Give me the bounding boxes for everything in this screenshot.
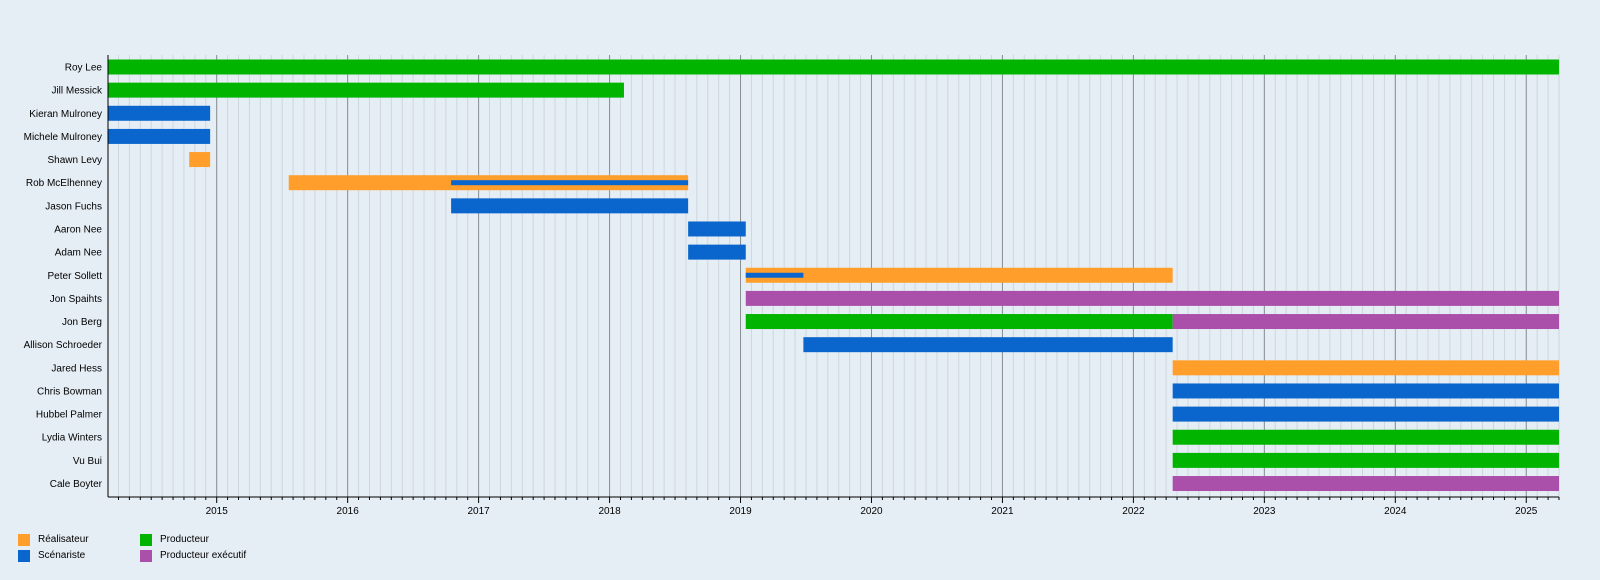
bar-exec [1172,476,1559,492]
year-tick-label: 2017 [467,506,490,517]
legend-swatch-director [18,534,30,546]
bar-writer-overlay [451,180,689,186]
person-label: Cale Boyter [50,479,103,490]
person-label: Jill Messick [51,86,103,97]
year-tick-label: 2018 [598,506,621,517]
bar-writer [108,105,211,121]
bar-director [1172,360,1559,376]
legend-swatch-writer [18,550,30,562]
bar-writer [108,128,211,144]
bar-director [189,152,211,168]
bar-producer [108,82,624,98]
bar-writer [688,244,746,260]
bar-producer [108,59,1559,75]
person-label: Chris Bowman [37,386,102,397]
year-tick-label: 2025 [1515,506,1538,517]
person-label: Shawn Levy [48,155,102,166]
person-label: Jared Hess [51,363,102,374]
bar-exec [745,290,1559,306]
person-label: Jon Spaihts [50,294,102,305]
person-label: Hubbel Palmer [36,410,103,421]
person-label: Michele Mulroney [24,132,102,143]
person-label: Roy Lee [65,63,103,74]
bar-producer [745,314,1173,330]
bar-producer [1172,452,1559,468]
role-bars [108,59,1559,492]
person-label: Rob McElhenney [26,178,102,189]
year-tick-label: 2024 [1384,506,1407,517]
person-label: Kieran Mulroney [29,109,102,120]
bar-writer [688,221,746,237]
person-label: Jason Fuchs [45,201,102,212]
person-label: Aaron Nee [54,224,102,235]
person-label: Peter Sollett [48,271,103,282]
bar-writer [803,337,1173,353]
person-label: Adam Nee [55,248,103,259]
bar-writer [1172,383,1559,399]
year-tick-labels: 2015 2016 2017 2018 2019 2020 2021 2022 2023 2024… [206,506,1538,517]
person-label: Allison Schroeder [24,340,103,351]
year-tick-label: 2016 [337,506,360,517]
person-label: Vu Bui [73,456,102,467]
year-tick-label: 2019 [729,506,752,517]
person-labels: Roy Lee Jill Messick Kieran Mulroney Michel… [24,63,103,491]
bar-writer [1172,406,1559,422]
legend-label-producer: Producteur [160,534,209,545]
year-tick-label: 2015 [206,506,229,517]
legend-swatch-producer [140,534,152,546]
year-tick-label: 2022 [1122,506,1145,517]
legend-label-director: Réalisateur [38,534,89,545]
bar-exec [1172,314,1559,330]
year-tick-label: 2020 [860,506,883,517]
bar-producer [1172,429,1559,445]
legend-swatch-exec [140,550,152,562]
person-label: Jon Berg [62,317,102,328]
person-label: Lydia Winters [42,433,102,444]
bar-director [745,267,1173,283]
bar-writer [451,198,689,214]
year-tick-label: 2023 [1253,506,1276,517]
year-tick-label: 2021 [991,506,1014,517]
bar-writer-overlay [745,272,804,278]
legend-label-exec: Producteur exécutif [160,550,247,561]
legend-label-writer: Scénariste [38,550,86,561]
x-axis [107,55,1560,503]
